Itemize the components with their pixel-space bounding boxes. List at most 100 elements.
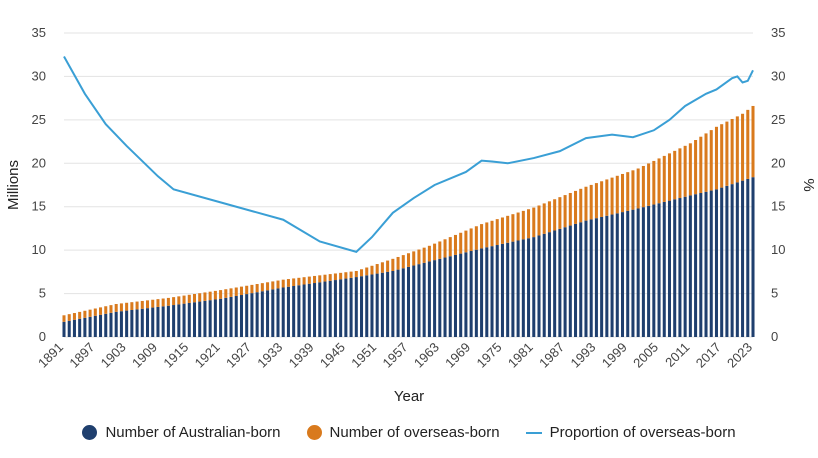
bar-australian-born [704, 191, 708, 337]
gridlines [64, 32, 753, 338]
bar-australian-born [610, 214, 614, 337]
bar-overseas-born [683, 145, 687, 197]
bar-overseas-born [286, 279, 290, 287]
bar-australian-born [339, 279, 343, 337]
x-tick-label: 1987 [536, 340, 567, 371]
bar-australian-born [302, 284, 306, 337]
bar-overseas-born [673, 150, 677, 200]
bar-australian-born [558, 228, 562, 337]
bar-australian-born [600, 216, 604, 337]
bar-overseas-born [260, 283, 264, 292]
bar-overseas-born [521, 210, 525, 240]
x-axis-title: Year [394, 388, 424, 405]
bar-australian-born [109, 312, 113, 337]
bar-overseas-born [250, 284, 254, 294]
bar-australian-born [333, 280, 337, 337]
bar-overseas-born [396, 256, 400, 270]
legend-label-proportion-overseas-born: Proportion of overseas-born [549, 424, 736, 441]
bar-overseas-born [589, 184, 593, 220]
bar-overseas-born [391, 258, 395, 271]
bar-overseas-born [255, 284, 259, 293]
bar-australian-born [730, 184, 734, 337]
bar-overseas-born [412, 251, 416, 266]
bar-australian-born [187, 302, 191, 337]
bar-australian-born [208, 300, 212, 337]
bar-australian-born [527, 238, 531, 337]
bar-australian-born [553, 230, 557, 337]
bar-australian-born [281, 287, 285, 337]
bar-australian-born [490, 246, 494, 337]
bar-australian-born [516, 240, 520, 337]
bar-overseas-born [704, 133, 708, 192]
bar-australian-born [406, 266, 411, 337]
bar-australian-born [234, 295, 238, 337]
bar-australian-born [563, 227, 567, 337]
bar-overseas-born [177, 296, 181, 305]
bar-australian-born [589, 219, 593, 337]
bar-overseas-born [109, 305, 113, 313]
bar-australian-born [386, 271, 390, 337]
bar-overseas-born [234, 287, 238, 296]
bar-australian-born [673, 199, 677, 337]
bar-australian-born [146, 308, 150, 337]
bar-overseas-born [459, 232, 463, 254]
bar-australian-born [354, 277, 358, 337]
bar-overseas-born [709, 130, 713, 191]
bar-overseas-born [213, 290, 217, 300]
bar-overseas-born [401, 255, 405, 269]
bar-overseas-born [730, 118, 734, 185]
bar-overseas-born [464, 230, 468, 253]
x-tick-label: 2005 [630, 340, 661, 371]
bar-overseas-born [574, 190, 578, 224]
x-tick-label: 1939 [286, 340, 317, 371]
bar-australian-born [459, 253, 463, 337]
bar-australian-born [746, 178, 750, 337]
bar-australian-born [229, 296, 233, 337]
bar-australian-born [224, 297, 228, 337]
y-right-tick-label: 10 [771, 242, 785, 257]
bar-australian-born [78, 318, 82, 337]
bar-australian-born [427, 261, 431, 337]
bar-australian-born [391, 270, 395, 337]
bar-overseas-born [511, 214, 515, 242]
x-tick-label: 1951 [348, 340, 379, 371]
y-axis-left-ticks: 0 5 10 15 20 25 30 35 [32, 25, 46, 344]
bar-overseas-born [192, 294, 197, 303]
bar-australian-born [574, 223, 578, 337]
bar-australian-born [365, 275, 369, 337]
bar-overseas-born [453, 234, 457, 255]
bar-australian-born [699, 192, 703, 337]
bar-australian-born [433, 260, 437, 337]
bar-australian-born [172, 305, 176, 337]
bar-overseas-born [135, 301, 139, 310]
bar-australian-born [177, 304, 181, 337]
bar-australian-born [375, 273, 379, 337]
bar-overseas-born [67, 314, 71, 321]
bar-australian-born [72, 319, 76, 337]
x-tick-label: 1897 [66, 340, 97, 371]
bar-overseas-born [365, 267, 369, 276]
bar-australian-born [751, 177, 755, 337]
bar-overseas-born [88, 309, 92, 317]
y-left-tick-label: 0 [39, 329, 46, 344]
bar-australian-born [88, 316, 92, 337]
bar-australian-born [166, 305, 170, 337]
x-tick-label: 2011 [662, 340, 692, 370]
bar-overseas-born [99, 307, 103, 315]
bar-australian-born [532, 237, 536, 337]
bar-australian-born [453, 254, 457, 337]
legend-label-overseas-born: Number of overseas-born [329, 424, 500, 441]
y-right-tick-label: 0 [771, 329, 778, 344]
bar-australian-born [161, 306, 165, 337]
bar-australian-born [720, 187, 724, 337]
bar-overseas-born [229, 288, 233, 297]
x-tick-label: 1957 [380, 340, 411, 371]
bar-australian-born [292, 286, 296, 337]
bar-australian-born [276, 288, 280, 337]
y-axis-right-title: % [800, 178, 817, 191]
bar-australian-born [485, 247, 489, 337]
x-tick-label: 1903 [98, 340, 129, 371]
bar-overseas-born [130, 302, 134, 310]
bar-overseas-born [297, 277, 301, 286]
bar-australian-born [584, 220, 588, 337]
